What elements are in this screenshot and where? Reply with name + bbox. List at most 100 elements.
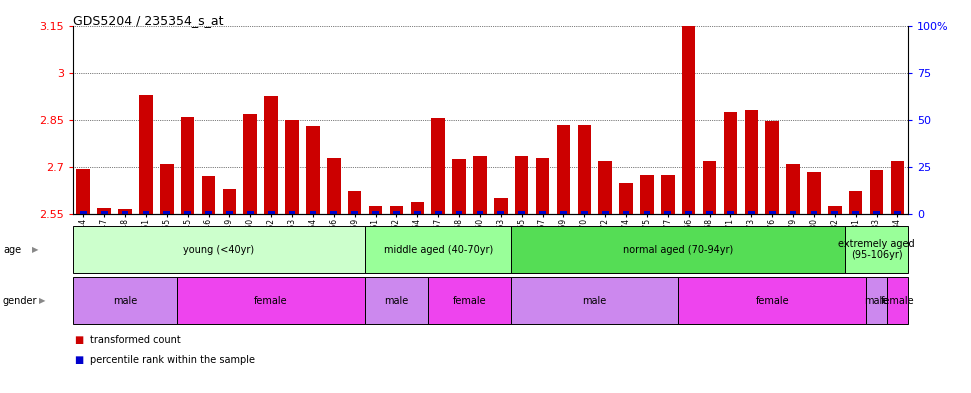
Bar	[73, 277, 178, 324]
Bar	[372, 211, 379, 214]
Text: gender: gender	[3, 296, 38, 306]
Bar	[723, 112, 737, 214]
Text: female: female	[254, 296, 288, 306]
Bar	[435, 211, 442, 214]
Bar	[143, 211, 150, 214]
Bar	[515, 156, 528, 214]
Bar	[452, 159, 466, 214]
Bar	[393, 211, 400, 214]
Bar	[455, 211, 462, 214]
Bar	[268, 211, 275, 214]
Bar	[703, 161, 717, 214]
Bar	[748, 211, 754, 214]
Bar	[745, 110, 758, 214]
Bar	[310, 211, 317, 214]
Bar	[264, 96, 278, 214]
Bar	[369, 206, 383, 214]
Bar	[890, 161, 904, 214]
Bar	[598, 161, 612, 214]
Bar	[578, 125, 591, 214]
Bar	[765, 121, 779, 214]
Text: normal aged (70-94yr): normal aged (70-94yr)	[623, 244, 733, 255]
Bar	[101, 211, 108, 214]
Bar	[205, 211, 212, 214]
Bar	[866, 277, 887, 324]
Text: female: female	[755, 296, 789, 306]
Bar	[845, 226, 908, 273]
Bar	[160, 164, 174, 214]
Bar	[602, 211, 609, 214]
Bar	[887, 277, 908, 324]
Bar	[348, 191, 361, 214]
Bar	[556, 125, 570, 214]
Bar	[244, 114, 257, 214]
Bar	[512, 226, 846, 273]
Bar	[512, 277, 679, 324]
Bar	[644, 211, 651, 214]
Text: transformed count: transformed count	[90, 335, 181, 345]
Bar	[497, 211, 504, 214]
Text: male: male	[864, 296, 888, 306]
Text: percentile rank within the sample: percentile rank within the sample	[90, 354, 255, 365]
Bar	[581, 211, 587, 214]
Bar	[560, 211, 567, 214]
Bar	[365, 277, 427, 324]
Bar	[849, 191, 862, 214]
Bar	[73, 226, 365, 273]
Bar	[873, 211, 880, 214]
Bar	[77, 169, 90, 214]
Bar	[678, 277, 866, 324]
Text: age: age	[3, 244, 21, 255]
Bar	[80, 211, 86, 214]
Bar	[327, 158, 341, 214]
Bar	[539, 211, 546, 214]
Bar	[686, 211, 692, 214]
Bar	[727, 211, 734, 214]
Bar	[769, 211, 776, 214]
Bar	[706, 211, 713, 214]
Bar	[202, 176, 216, 214]
Text: middle aged (40-70yr): middle aged (40-70yr)	[384, 244, 493, 255]
Bar	[411, 202, 424, 214]
Bar	[97, 208, 111, 214]
Bar	[414, 211, 420, 214]
Bar	[352, 211, 358, 214]
Text: GDS5204 / 235354_s_at: GDS5204 / 235354_s_at	[73, 14, 223, 27]
Bar	[787, 164, 800, 214]
Text: ▶: ▶	[32, 245, 39, 254]
Bar	[163, 211, 170, 214]
Bar	[807, 172, 820, 214]
Bar	[139, 95, 152, 214]
Text: female: female	[452, 296, 486, 306]
Text: ▶: ▶	[39, 296, 46, 305]
Bar	[247, 211, 253, 214]
Bar	[828, 206, 842, 214]
Bar	[285, 120, 299, 214]
Text: male: male	[113, 296, 137, 306]
Bar	[870, 170, 884, 214]
Bar	[288, 211, 295, 214]
Bar	[222, 189, 236, 214]
Text: ■: ■	[74, 335, 84, 345]
Bar	[789, 211, 796, 214]
Bar	[306, 126, 319, 214]
Bar	[473, 156, 486, 214]
Text: female: female	[881, 296, 915, 306]
Bar	[330, 211, 337, 214]
Text: ■: ■	[74, 354, 84, 365]
Text: male: male	[385, 296, 409, 306]
Bar	[121, 211, 128, 214]
Bar	[477, 211, 484, 214]
Bar	[661, 175, 675, 214]
Bar	[853, 211, 859, 214]
Bar	[640, 175, 653, 214]
Bar	[118, 209, 132, 214]
Text: young (<40yr): young (<40yr)	[184, 244, 254, 255]
Bar	[664, 211, 671, 214]
Bar	[177, 277, 365, 324]
Bar	[184, 211, 191, 214]
Bar	[181, 117, 194, 214]
Text: male: male	[583, 296, 607, 306]
Bar	[619, 183, 633, 214]
Bar	[622, 211, 629, 214]
